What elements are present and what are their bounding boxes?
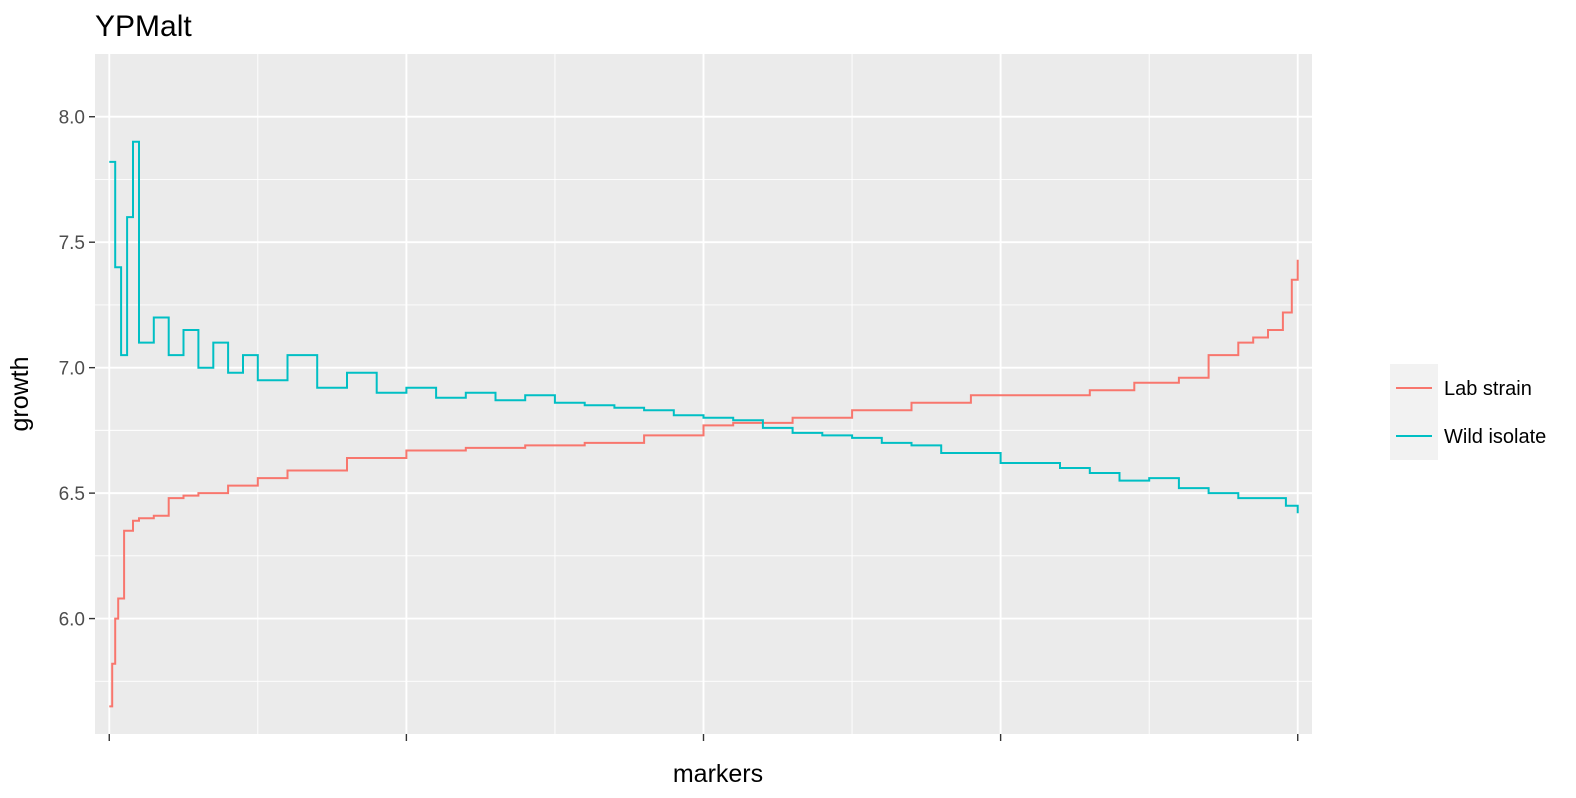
x-axis (108, 734, 1299, 741)
legend-label: Wild isolate (1444, 426, 1546, 448)
major-gridlines (95, 54, 1312, 734)
y-tick-label: 7.0 (59, 359, 85, 380)
legend: Lab strain Wild isolate (1390, 364, 1576, 460)
y-tick-label: 6.5 (59, 484, 85, 505)
series-line-wild-isolate (109, 140, 1299, 514)
y-axis: 6.0 6.5 7.0 7.5 8.0 (59, 108, 95, 631)
y-axis-title: growth (6, 356, 34, 431)
y-tick-label: 8.0 (59, 108, 85, 129)
x-axis-title: markers (673, 760, 763, 788)
series-layer (109, 140, 1299, 708)
chart-title: YPMalt (95, 10, 192, 43)
series-line-lab-strain (109, 259, 1299, 708)
y-tick-label: 6.0 (59, 610, 85, 631)
y-tick-label: 7.5 (59, 233, 85, 254)
legend-label: Lab strain (1444, 378, 1532, 400)
